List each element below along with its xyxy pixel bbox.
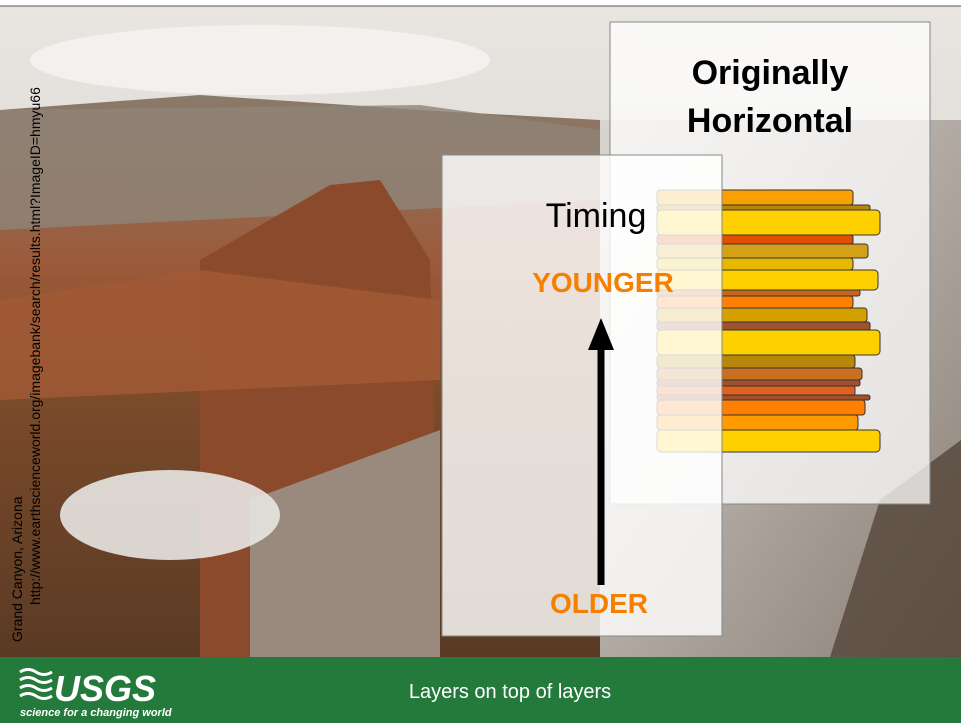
logo-text: USGS [54, 668, 156, 709]
younger-label: YOUNGER [532, 267, 674, 298]
older-label: OLDER [550, 588, 648, 619]
footer-title: Layers on top of layers [409, 681, 611, 703]
photo-caption: Grand Canyon, Arizona [9, 496, 25, 642]
logo-tagline: science for a changing world [20, 707, 172, 719]
panel-title: Originally [692, 54, 849, 92]
panel-label: Timing [546, 197, 647, 235]
photo-url: http://www.earthscienceworld.org/imageba… [27, 87, 43, 605]
page: Originally Horizontal Timing YOUNGER OLD… [0, 0, 961, 723]
panel-title: Horizontal [687, 102, 853, 140]
slide: Originally Horizontal Timing YOUNGER OLD… [0, 0, 961, 723]
